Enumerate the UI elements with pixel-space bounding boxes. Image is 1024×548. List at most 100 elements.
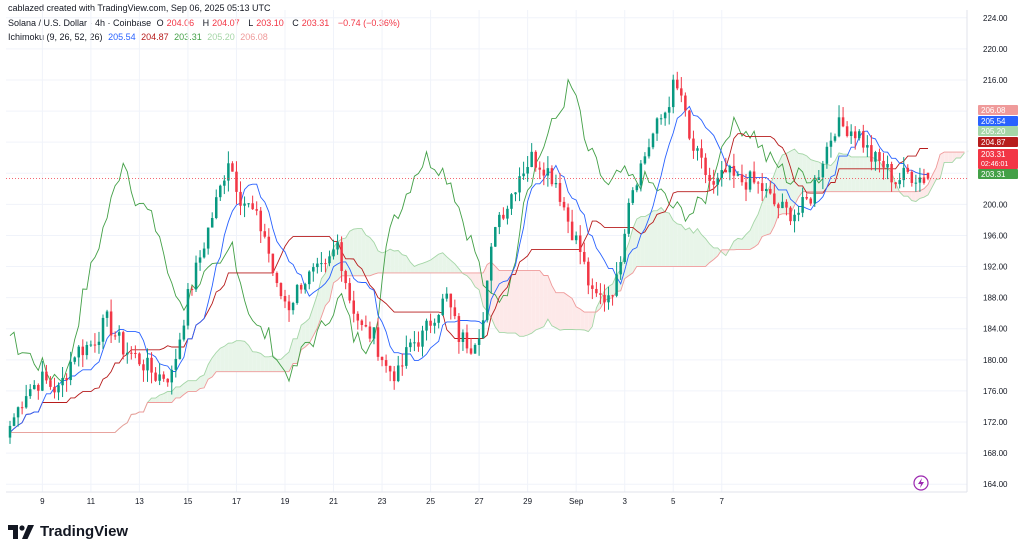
tradingview-logo[interactable]: TradingView (8, 523, 128, 540)
candle-body (41, 371, 44, 391)
cloud-segment (608, 283, 613, 299)
candle (413, 331, 416, 352)
cloud-segment (471, 272, 476, 287)
cloud-segment (964, 150, 969, 153)
candle (910, 170, 914, 187)
candle (154, 367, 157, 382)
candle (324, 258, 327, 273)
candle-body (781, 201, 784, 209)
cloud-segment (559, 292, 565, 331)
candle-body (231, 163, 234, 172)
y-tick-label: 192.00 (983, 263, 1008, 272)
candle-body (158, 374, 161, 381)
cloud-segment (483, 264, 488, 312)
candle-body (574, 235, 578, 241)
cloud-segment (944, 152, 949, 163)
candle-body (65, 378, 68, 381)
cloud-segment (919, 188, 924, 199)
cloud-segment (818, 162, 823, 192)
candle-body (384, 360, 388, 366)
candle (777, 202, 780, 219)
candle (538, 161, 542, 180)
cloud-segment (309, 306, 314, 344)
symbol-legend[interactable]: Solana / U.S. Dollar · 4h · Coinbase O 20… (8, 18, 403, 28)
cloud-segment (491, 262, 496, 328)
candle (821, 160, 825, 190)
candle-body (720, 170, 724, 178)
cloud-segment (329, 247, 334, 301)
candle-body (680, 88, 683, 96)
cloud-segment (475, 272, 480, 290)
cloud-segment (252, 351, 257, 372)
candle-body (73, 357, 76, 362)
cloud-segment (657, 207, 662, 267)
candle-body (716, 177, 719, 185)
candle-body (886, 163, 889, 168)
candle-body (821, 163, 825, 178)
price-label-bg (978, 116, 1018, 126)
candle (146, 348, 149, 382)
candle-body (20, 407, 24, 409)
price-label-bg (978, 149, 1018, 169)
price-label-text: 203.31 (981, 170, 1006, 179)
candle (33, 380, 36, 390)
cloud-segment (264, 356, 269, 372)
candle-body (259, 210, 262, 232)
candle-body (870, 145, 873, 162)
cloud-segment (665, 212, 670, 267)
candle (489, 242, 493, 294)
cloud-segment (932, 167, 937, 188)
price-label-bg (978, 105, 1018, 115)
candle (866, 135, 869, 158)
cloud-segment (547, 275, 552, 326)
candle-body (797, 212, 800, 215)
candle-body (862, 131, 865, 148)
candle-body (829, 140, 833, 147)
y-tick-label: 224.00 (983, 14, 1008, 23)
candle-body (150, 357, 153, 373)
cloud-segment (952, 152, 957, 163)
candle (89, 340, 93, 347)
candle-body (316, 263, 319, 268)
candle (24, 384, 28, 409)
candle-body (591, 285, 594, 289)
candle-body (142, 364, 145, 371)
candle (259, 206, 262, 244)
cloud-segment (369, 237, 374, 276)
cloud-segment (640, 216, 645, 267)
candle (809, 197, 812, 206)
candle (748, 170, 752, 193)
candle (45, 364, 48, 384)
candle (279, 282, 283, 300)
candle (498, 212, 501, 235)
candle (744, 173, 748, 202)
candle-body (413, 342, 416, 344)
candle (611, 294, 614, 306)
candle (716, 172, 719, 196)
cloud-segment (572, 298, 577, 330)
candle-body (388, 365, 392, 372)
cloud-segment (353, 228, 358, 276)
candle-body (752, 171, 756, 183)
candle-body (712, 181, 715, 185)
candle-body (243, 203, 246, 206)
ichimoku-legend[interactable]: Ichimoku (9, 26, 52, 26) 205.54 204.87 2… (8, 32, 271, 42)
cloud-segment (636, 216, 641, 267)
candle (599, 283, 602, 305)
candle (752, 161, 756, 185)
candle (81, 339, 85, 368)
cloud-segment (564, 292, 569, 330)
cloud-segment (855, 156, 860, 192)
candle-body (303, 284, 307, 290)
candle-body (109, 311, 113, 336)
cloud-segment (143, 402, 148, 413)
candle (554, 174, 558, 188)
candle (130, 346, 133, 360)
candle-body (914, 182, 918, 184)
candle-body (138, 353, 141, 365)
candle (473, 343, 477, 354)
cloud-segment (159, 393, 164, 403)
candle-body (380, 356, 384, 361)
candle-body (785, 201, 788, 208)
